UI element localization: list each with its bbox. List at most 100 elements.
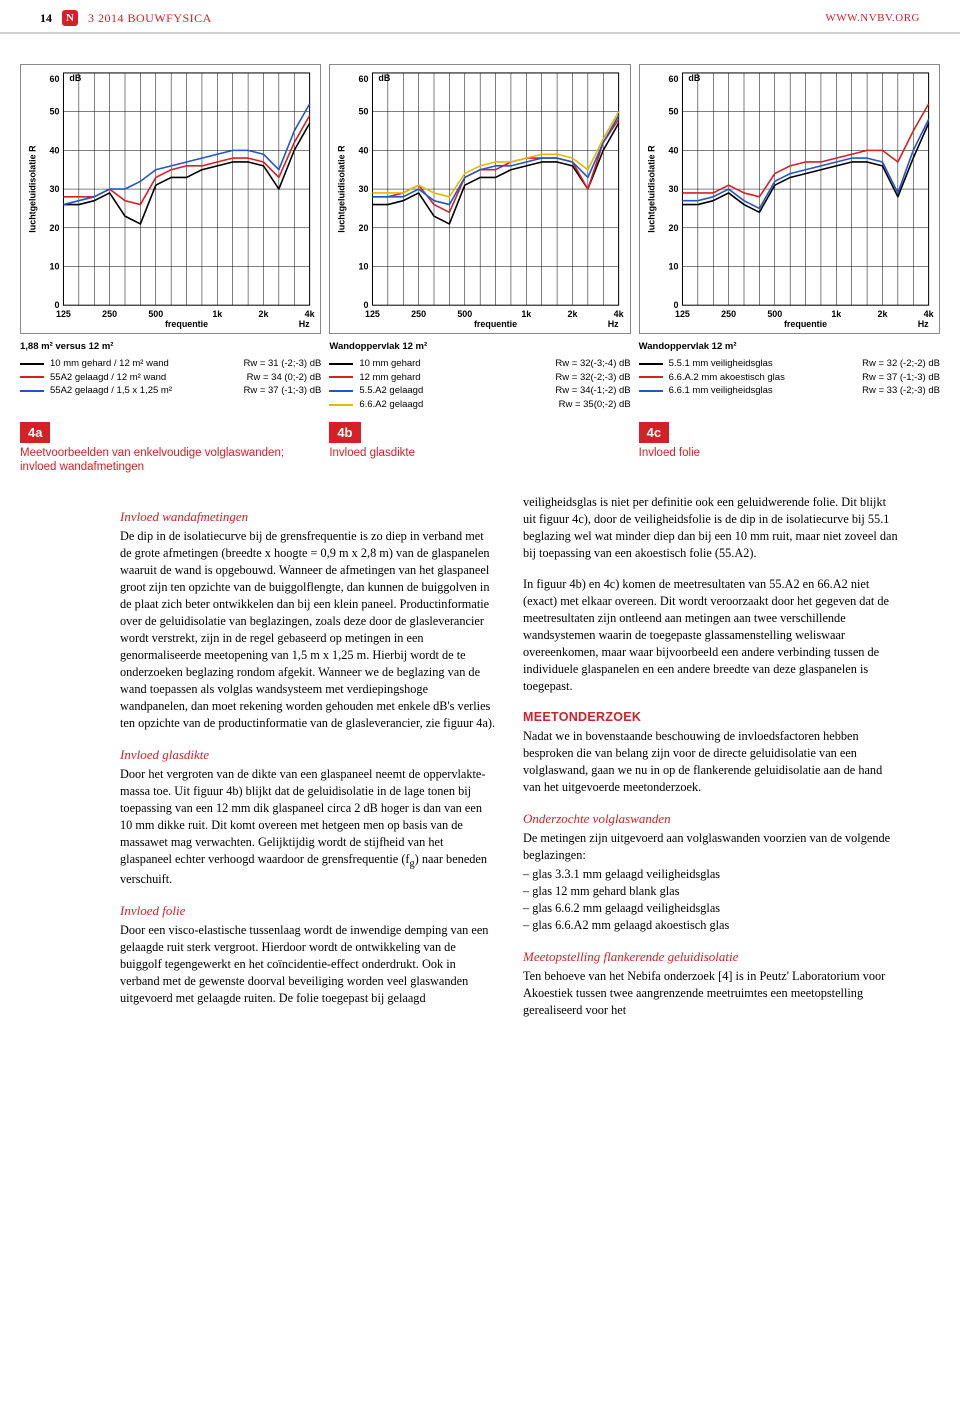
legend-rw: Rw = 37 (-1;-3) dB	[243, 384, 321, 398]
legend-swatch-icon	[20, 390, 44, 392]
legend-label: 6.6.A.2 mm akoestisch glas	[669, 371, 846, 385]
glazing-list-item: glas 12 mm gehard blank glas	[523, 883, 900, 900]
svg-text:10: 10	[50, 261, 60, 271]
legend-row: 55A2 gelaagd / 1,5 x 1,25 m²Rw = 37 (-1;…	[20, 384, 321, 398]
svg-text:125: 125	[56, 309, 71, 319]
legend-rw: Rw = 32(-3;-4) dB	[555, 357, 630, 371]
heading-onderzochte: Onderzochte volglaswanden	[523, 810, 900, 828]
legend-row: 6.6.1 mm veiligheidsglas Rw = 33 (-2;-3) …	[639, 384, 940, 398]
svg-text:4k: 4k	[614, 309, 624, 319]
page-number: 14	[40, 11, 52, 26]
svg-text:1k: 1k	[212, 309, 222, 319]
legend-row: 6.6.A.2 mm akoestisch glasRw = 37 (-1;-3…	[639, 371, 940, 385]
heading-meetonderzoek: MEETONDERZOEK	[523, 709, 900, 726]
legend-row: 6.6.A2 gelaagd Rw = 35(0;-2) dB	[329, 398, 630, 412]
legend-swatch-icon	[639, 390, 663, 392]
legend-row: 55A2 gelaagd / 12 m² wand Rw = 34 (0;-2) …	[20, 371, 321, 385]
svg-text:4k: 4k	[305, 309, 315, 319]
svg-text:250: 250	[102, 309, 117, 319]
figure-caption: Invloed folie	[639, 447, 940, 461]
legend-label: 55A2 gelaagd / 12 m² wand	[50, 371, 231, 385]
figure-tag: 4c	[639, 422, 669, 443]
caption-row: 4a Meetvoorbeelden van enkelvoudige volgl…	[0, 418, 960, 475]
figure-tag: 4b	[329, 422, 360, 443]
legend-title: Wandoppervlak 12 m²	[639, 340, 940, 354]
legend-row: 10 mm gehard / 12 m² wandRw = 31 (-2;-3)…	[20, 357, 321, 371]
heading-folie: Invloed folie	[120, 902, 497, 920]
figure-caption: Invloed glasdikte	[329, 447, 630, 461]
svg-text:250: 250	[412, 309, 427, 319]
journal-logo-icon: N	[62, 10, 78, 26]
para-r1: veiligheidsglas is niet per definitie oo…	[523, 494, 900, 562]
legend-label: 12 mm gehard	[359, 371, 539, 385]
svg-text:20: 20	[359, 223, 369, 233]
svg-text:500: 500	[148, 309, 163, 319]
para-meetopstelling: Ten behoeve van het Nebifa onderzoek [4]…	[523, 968, 900, 1019]
svg-text:frequentie: frequentie	[474, 319, 517, 329]
chart-box: 0102030405060dB1252505001k2k4kHzfrequent…	[329, 64, 630, 334]
legend-rw: Rw = 34 (0;-2) dB	[247, 371, 322, 385]
figure-tag: 4a	[20, 422, 50, 443]
svg-text:4k: 4k	[923, 309, 933, 319]
legend-rw: Rw = 31 (-2;-3) dB	[243, 357, 321, 371]
charts-row: 0102030405060dB1252505001k2k4kHzfrequent…	[0, 34, 960, 418]
svg-text:2k: 2k	[259, 309, 269, 319]
legend-swatch-icon	[329, 390, 353, 392]
svg-text:Hz: Hz	[608, 319, 619, 329]
glazing-list-item: glas 6.6.A2 mm gelaagd akoestisch glas	[523, 917, 900, 934]
svg-text:500: 500	[767, 309, 782, 319]
issue-label: 3 2014 BOUWFYSICA	[88, 11, 212, 26]
legend-swatch-icon	[329, 363, 353, 365]
svg-text:30: 30	[359, 184, 369, 194]
site-url: WWW.NVBV.ORG	[825, 12, 920, 24]
chart-legend: Wandoppervlak 12 m²10 mm gehardRw = 32(-…	[329, 340, 630, 412]
para-meetonderzoek: Nadat we in bovenstaande beschouwing de …	[523, 728, 900, 796]
svg-text:60: 60	[359, 74, 369, 84]
legend-rw: Rw = 35(0;-2) dB	[559, 398, 631, 412]
heading-glasdikte: Invloed glasdikte	[120, 746, 497, 764]
legend-row: 5.5.1 mm veiligheidsglasRw = 32 (-2;-2) …	[639, 357, 940, 371]
legend-row: 10 mm gehard Rw = 32(-3;-4) dB	[329, 357, 630, 371]
svg-text:50: 50	[50, 107, 60, 117]
svg-text:60: 60	[50, 74, 60, 84]
svg-text:Hz: Hz	[299, 319, 310, 329]
svg-text:125: 125	[675, 309, 690, 319]
legend-swatch-icon	[639, 363, 663, 365]
svg-text:40: 40	[359, 145, 369, 155]
left-column: Invloed wandafmetingen De dip in de isol…	[120, 494, 497, 1018]
svg-text:1k: 1k	[522, 309, 532, 319]
legend-rw: Rw = 33 (-2;-3) dB	[862, 384, 940, 398]
legend-rw: Rw = 32(-2;-3) dB	[555, 371, 630, 385]
para-wandafmetingen: De dip in de isolatiecurve bij de grensf…	[120, 528, 497, 732]
legend-swatch-icon	[329, 376, 353, 378]
svg-text:2k: 2k	[877, 309, 887, 319]
chart-4c: 0102030405060dB1252505001k2k4kHzfrequent…	[639, 64, 940, 412]
figure-caption: Meetvoorbeelden van enkelvoudige volglas…	[20, 447, 321, 475]
para-folie: Door een visco-elastische tussenlaag wor…	[120, 922, 497, 1007]
legend-row: 12 mm gehard Rw = 32(-2;-3) dB	[329, 371, 630, 385]
svg-text:dB: dB	[688, 73, 700, 83]
svg-text:dB: dB	[69, 73, 81, 83]
svg-text:20: 20	[668, 223, 678, 233]
svg-text:luchtgeluidisolatie R: luchtgeluidisolatie R	[337, 145, 347, 233]
legend-label: 5.5.A2 gelaagd	[359, 384, 539, 398]
legend-label: 6.6.A2 gelaagd	[359, 398, 542, 412]
svg-text:30: 30	[50, 184, 60, 194]
heading-wandafmetingen: Invloed wandafmetingen	[120, 508, 497, 526]
svg-text:luchtgeluidisolatie R: luchtgeluidisolatie R	[646, 145, 656, 233]
glazing-list-item: glas 3.3.1 mm gelaagd veiligheidsglas	[523, 866, 900, 883]
chart-box: 0102030405060dB1252505001k2k4kHzfrequent…	[639, 64, 940, 334]
legend-swatch-icon	[329, 404, 353, 406]
legend-label: 10 mm gehard	[359, 357, 539, 371]
svg-text:40: 40	[50, 145, 60, 155]
legend-swatch-icon	[639, 376, 663, 378]
svg-text:500: 500	[458, 309, 473, 319]
chart-legend: 1,88 m² versus 12 m²10 mm gehard / 12 m²…	[20, 340, 321, 398]
svg-text:50: 50	[668, 107, 678, 117]
glazing-list-item: glas 6.6.2 mm gelaagd veiligheidsglas	[523, 900, 900, 917]
legend-label: 6.6.1 mm veiligheidsglas	[669, 384, 846, 398]
svg-text:2k: 2k	[568, 309, 578, 319]
caption-cell-4c: 4c Invloed folie	[639, 422, 940, 475]
svg-text:250: 250	[721, 309, 736, 319]
svg-text:125: 125	[365, 309, 380, 319]
